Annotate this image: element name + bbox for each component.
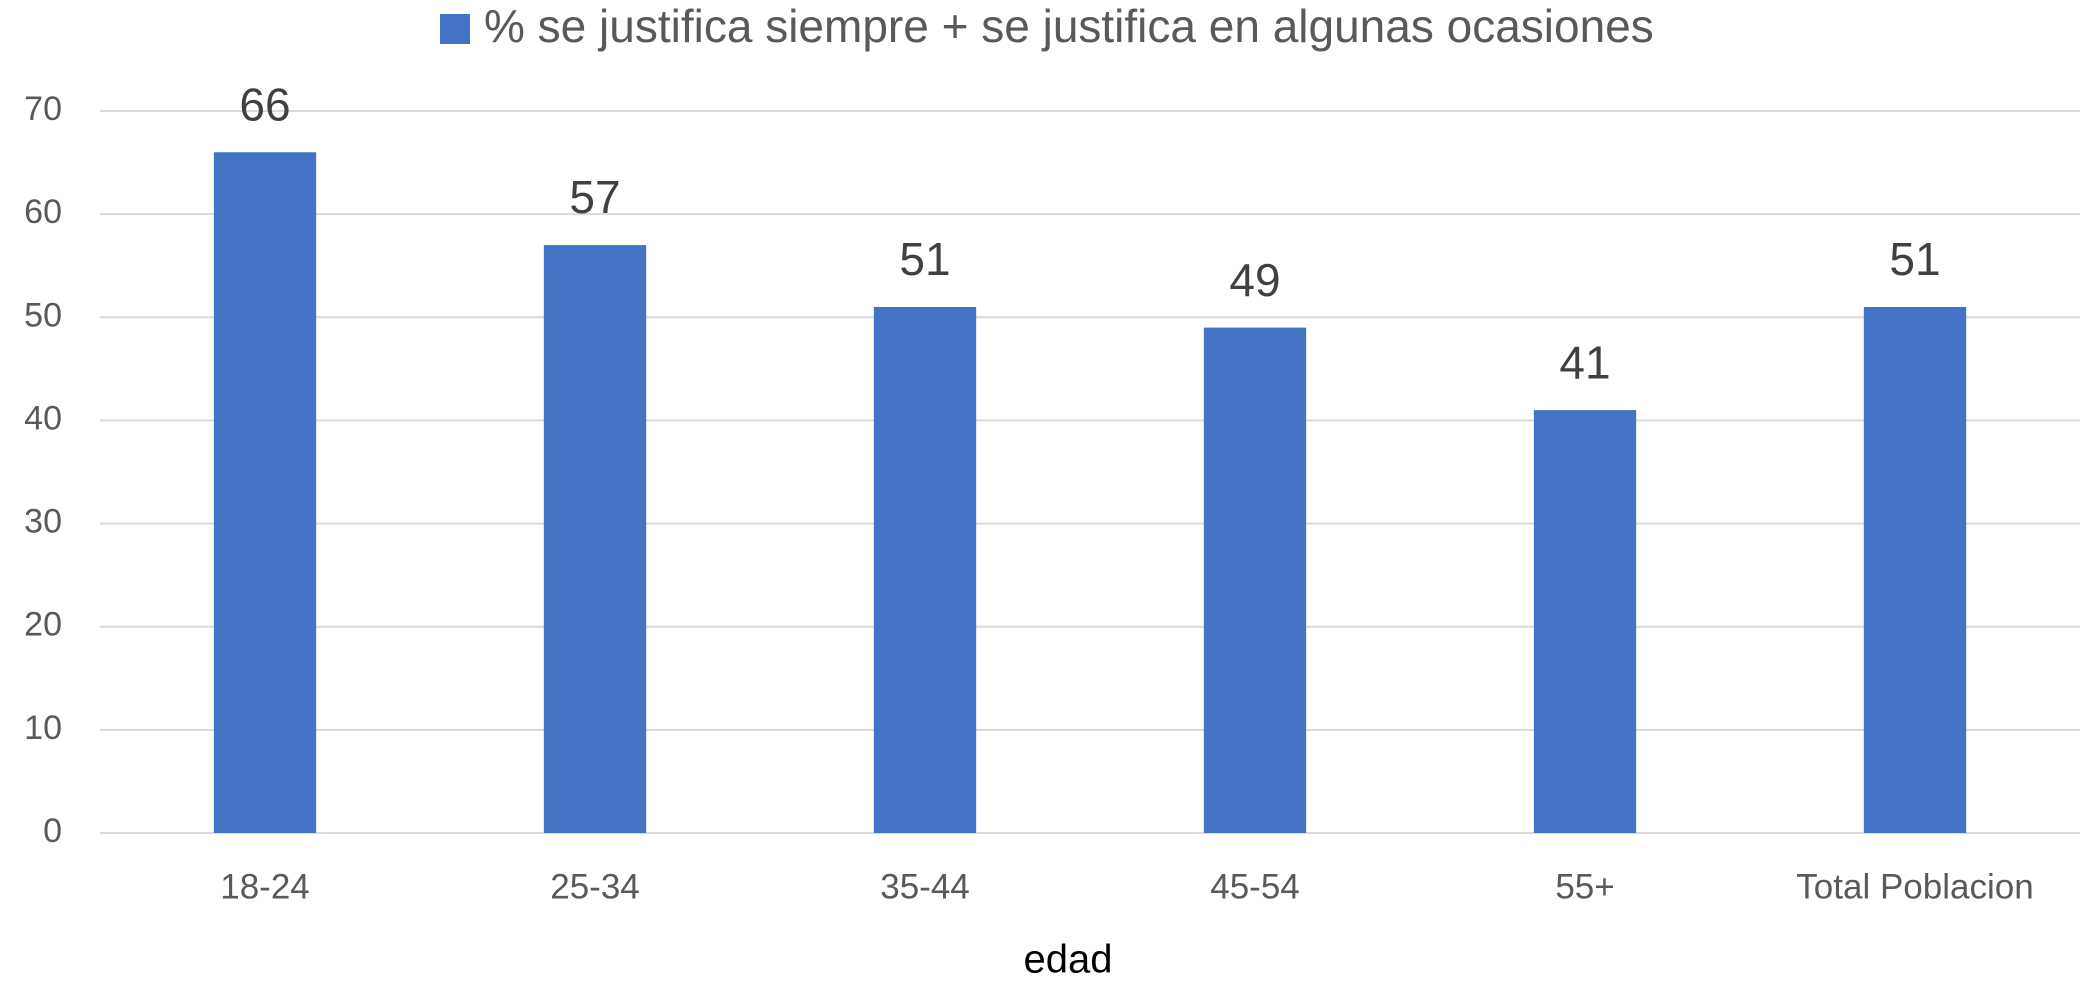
legend-label: % se justifica siempre + se justifica en… (484, 0, 1654, 52)
y-tick-label: 50 (24, 296, 62, 334)
x-tick-label: 45-54 (1210, 867, 1300, 906)
y-tick-label: 20 (24, 606, 62, 644)
legend-swatch (440, 14, 470, 44)
y-tick-label: 30 (24, 503, 62, 541)
x-tick-label: 35-44 (880, 867, 970, 906)
data-label: 66 (239, 78, 290, 130)
y-tick-label: 10 (24, 709, 62, 747)
bar (1203, 327, 1307, 833)
bar (213, 152, 317, 833)
bar (1533, 410, 1637, 833)
x-tick-label: Total Poblacion (1796, 867, 2033, 906)
x-tick-label: 25-34 (550, 867, 640, 906)
x-tick-label: 18-24 (220, 867, 310, 906)
y-tick-label: 0 (43, 812, 62, 850)
data-label: 51 (899, 233, 950, 285)
data-label: 51 (1889, 233, 1940, 285)
y-tick-label: 60 (24, 193, 62, 231)
data-label: 57 (569, 171, 620, 223)
x-tick-label: 55+ (1555, 867, 1614, 906)
bar (1863, 306, 1967, 833)
y-tick-label: 70 (24, 90, 62, 128)
y-tick-label: 40 (24, 399, 62, 437)
data-label: 41 (1559, 336, 1610, 388)
x-axis-label: edad (1024, 938, 1113, 982)
data-label: 49 (1229, 254, 1280, 306)
bar (873, 306, 977, 833)
bar (543, 245, 647, 834)
